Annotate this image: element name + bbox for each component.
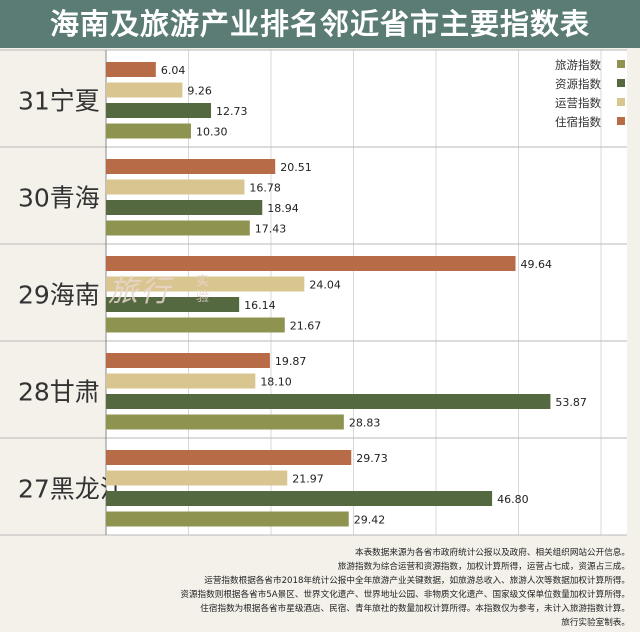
category-label: 30青海: [18, 184, 100, 213]
data-label: 21.67: [290, 320, 322, 333]
legend-label: 运营指数: [555, 96, 601, 110]
data-label: 46.80: [497, 493, 528, 506]
data-label: 16.78: [249, 182, 281, 195]
watermark: 旅行 实验: [108, 266, 209, 310]
data-label: 18.10: [260, 376, 292, 389]
bar: [106, 297, 240, 312]
watermark-side-text: 实验: [196, 274, 210, 305]
page-title: 海南及旅游产业排名邻近省市主要指数表: [49, 7, 590, 41]
bar: [106, 62, 156, 77]
bar-chart: 31宁夏30青海29海南28甘肃27黑龙江6.049.2612.7310.302…: [0, 49, 627, 536]
bar: [106, 511, 349, 527]
data-label: 17.43: [255, 223, 286, 236]
data-label: 24.04: [309, 279, 341, 292]
footnote: 旅游指数为综合运营和资源指数，加权计算所得，运营占七成，资源占三成。: [337, 562, 630, 572]
data-label: 10.30: [196, 126, 228, 139]
legend-label: 住宿指数: [555, 115, 601, 129]
data-label: 20.51: [280, 161, 312, 174]
category-label: 28甘肃: [18, 378, 100, 407]
title-bar: 海南及旅游产业排名邻近省市主要指数表: [0, 0, 640, 48]
bar: [106, 82, 183, 98]
data-label: 49.64: [521, 258, 553, 271]
bar: [106, 470, 288, 486]
legend-swatch: [617, 117, 625, 125]
data-label: 9.26: [187, 85, 212, 98]
data-label: 28.83: [349, 417, 381, 430]
footnote: 运营指数根据各省市2018年统计公报中全年旅游产业关键数据，如旅游总收入、旅游人…: [204, 576, 630, 586]
data-label: 53.87: [555, 396, 587, 409]
bar: [106, 373, 256, 389]
data-label: 16.14: [244, 299, 276, 312]
data-label: 29.73: [356, 452, 388, 465]
footnotes: 本表数据来源为各省市政府统计公报以及政府、相关组织网站公开信息。 旅游指数为综合…: [30, 546, 630, 630]
legend-swatch: [617, 79, 625, 87]
data-label: 6.04: [161, 64, 186, 77]
bar: [106, 200, 263, 215]
footnote: 本表数据来源为各省市政府统计公报以及政府、相关组织网站公开信息。: [354, 548, 630, 558]
data-label: 12.73: [216, 105, 248, 118]
watermark-text: 旅行: [108, 274, 172, 309]
bar: [106, 276, 305, 292]
data-label: 29.42: [354, 514, 386, 527]
bar: [106, 220, 250, 236]
footnote: 旅行实验室制表。: [561, 618, 630, 628]
bar: [106, 353, 270, 368]
bar: [106, 317, 285, 333]
bar: [106, 414, 344, 430]
bar: [106, 394, 551, 409]
bar: [106, 159, 276, 174]
bar: [106, 256, 516, 271]
bar: [106, 179, 245, 195]
data-label: 19.87: [275, 355, 307, 368]
footnote: 资源指数则根据各省市5A景区、世界文化遗产、世界地址公园、非物质文化遗产、国家级…: [180, 590, 630, 600]
footnote: 住宿指数为根据各省市星级酒店、民宿、青年旅社的数量加权计算所得。本指数仅为参考，…: [200, 604, 630, 614]
bar: [106, 103, 212, 118]
category-label: 29海南: [18, 281, 100, 310]
legend-swatch: [617, 98, 625, 106]
legend-swatch: [617, 60, 625, 68]
legend-label: 旅游指数: [555, 58, 601, 72]
data-label: 21.97: [292, 473, 324, 486]
bar: [106, 123, 191, 139]
bar: [106, 491, 493, 506]
category-label: 31宁夏: [18, 87, 100, 116]
legend-label: 资源指数: [555, 77, 601, 91]
bar: [106, 450, 352, 465]
data-label: 18.94: [267, 202, 299, 215]
